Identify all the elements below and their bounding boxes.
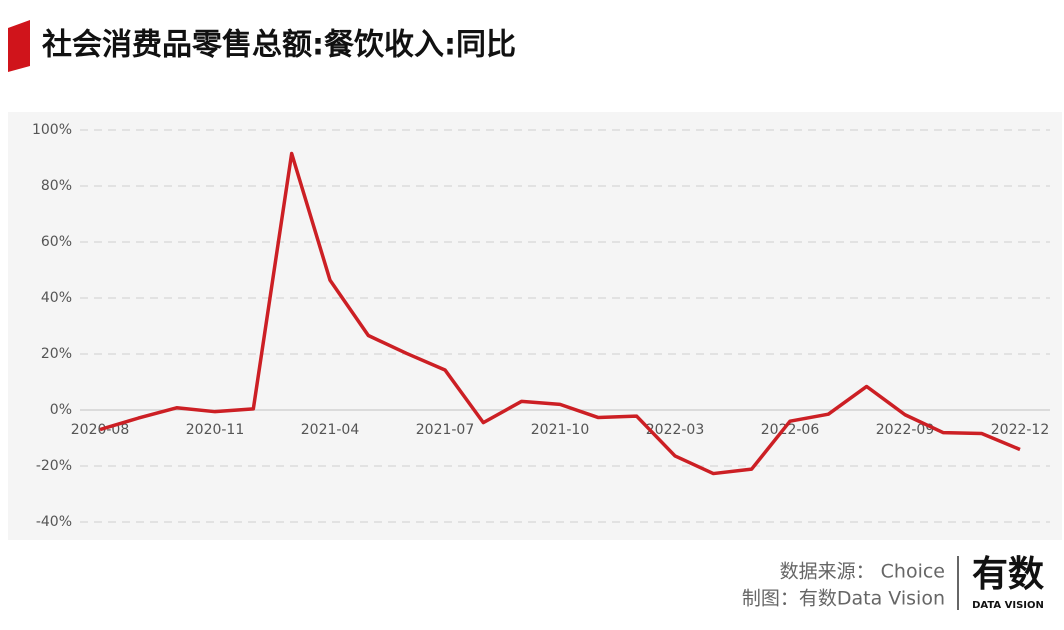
y-tick-label: 0% <box>50 402 72 418</box>
x-tick-label: 2021-04 <box>301 422 360 438</box>
y-tick-label: 20% <box>41 346 72 362</box>
y-tick-label: -20% <box>36 458 72 474</box>
y-tick-label: 80% <box>41 178 72 194</box>
x-tick-label: 2022-12 <box>991 422 1050 438</box>
plot-background <box>8 112 1062 540</box>
chart-title: 社会消费品零售总额:餐饮收入:同比 <box>42 28 516 63</box>
y-tick-label: 40% <box>41 290 72 306</box>
x-tick-label: 2022-09 <box>876 422 935 438</box>
source: 数据来源： Choice <box>780 561 945 583</box>
y-tick-label: -40% <box>36 514 72 530</box>
x-tick-label: 2021-10 <box>531 422 590 438</box>
x-tick-label: 2022-06 <box>761 422 820 438</box>
title-marker <box>8 20 30 72</box>
y-tick-label: 60% <box>41 234 72 250</box>
x-tick-label: 2021-07 <box>416 422 475 438</box>
logo-sub: DATA VISION <box>972 600 1044 611</box>
x-tick-label: 2022-03 <box>646 422 705 438</box>
y-tick-label: 100% <box>32 122 72 138</box>
line <box>99 151 1021 476</box>
logo: 有数 <box>972 554 1044 595</box>
maker: 制图：有数Data Vision <box>742 588 945 610</box>
x-tick-label: 2020-11 <box>186 422 245 438</box>
